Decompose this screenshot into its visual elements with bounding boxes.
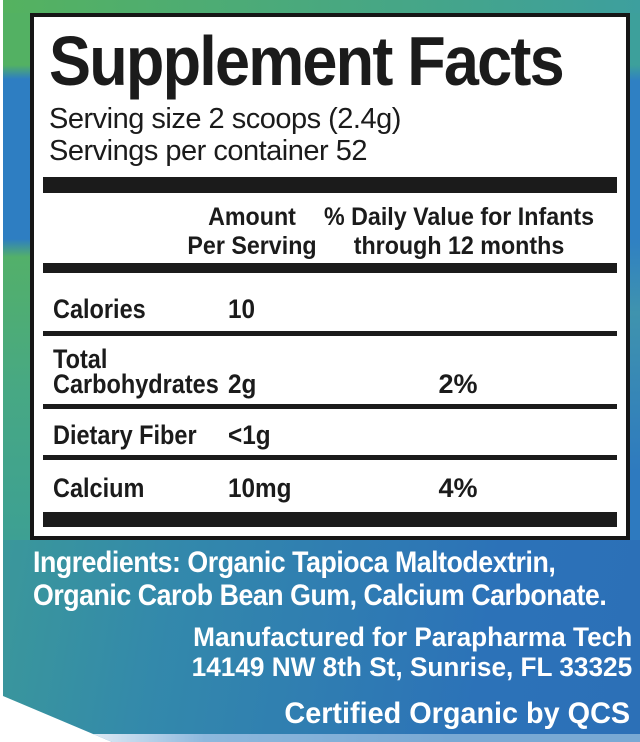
- bottom-edge-highlight: [3, 734, 640, 742]
- serving-info: Serving size 2 scoops (2.4g) Servings pe…: [49, 103, 611, 167]
- manufacturer-line2: 14149 NW 8th St, Sunrise, FL 33325: [191, 652, 632, 682]
- nutrient-label-line1: Total: [53, 344, 108, 374]
- amount-header-line1: Amount: [208, 203, 296, 231]
- nutrient-row-calories: Calories 10: [49, 273, 611, 331]
- amount-per-serving-header: Amount Per Serving: [154, 203, 349, 261]
- panel-title: Supplement Facts: [49, 22, 565, 100]
- nutrient-label-line2: Carbohydrates: [53, 369, 219, 399]
- daily-value-header-line2: through 12 months: [353, 232, 565, 260]
- daily-value-header: % Daily Value for Infants through 12 mon…: [310, 203, 608, 261]
- nutrient-label: Total Carbohydrates: [53, 344, 219, 399]
- column-headers: Amount Per Serving % Daily Value for Inf…: [49, 193, 611, 263]
- ingredients-line2: Organic Carob Bean Gum, Calcium Carbonat…: [33, 579, 607, 612]
- nutrient-amount: <1g: [228, 420, 271, 450]
- row-divider: [43, 455, 617, 460]
- divider-thick-bottom: [43, 512, 617, 527]
- right-edge-band: [628, 13, 640, 540]
- ingredients-line1: Ingredients: Organic Tapioca Maltodextri…: [33, 546, 556, 579]
- left-edge-band: [3, 13, 30, 540]
- daily-value-header-line1: % Daily Value for Infants: [323, 203, 595, 231]
- nutrient-label-line1: Calcium: [53, 473, 145, 503]
- certified-organic-text: Certified Organic by QCS: [284, 697, 630, 730]
- supplement-facts-panel: Supplement Facts Serving size 2 scoops (…: [30, 13, 630, 540]
- nutrient-label: Dietary Fiber: [53, 420, 205, 450]
- nutrient-label-line1: Dietary Fiber: [53, 420, 197, 450]
- nutrient-label: Calcium: [53, 473, 205, 503]
- nutrient-row-dietary-fiber: Dietary Fiber <1g: [49, 409, 611, 455]
- nutrient-amount: 2g: [228, 369, 257, 399]
- nutrient-row-calcium: Calcium 10mg 4%: [49, 460, 611, 512]
- row-divider: [43, 404, 617, 409]
- divider-thick-top: [43, 177, 617, 193]
- nutrient-amount: 10: [228, 294, 256, 324]
- nutrient-label: Calories: [53, 294, 205, 324]
- manufacturer-text: Manufactured for Parapharma Tech 14149 N…: [191, 622, 632, 682]
- nutrient-daily-value: 2%: [438, 369, 478, 399]
- nutrient-amount: 10mg: [228, 473, 292, 503]
- serving-size-text: Serving size 2 scoops (2.4g): [49, 103, 401, 135]
- nutrient-row-total-carbohydrates: Total Carbohydrates 2g 2%: [49, 336, 611, 404]
- row-divider: [43, 331, 617, 336]
- nutrient-label-line1: Calories: [53, 294, 146, 324]
- servings-per-container-text: Servings per container 52: [49, 135, 367, 167]
- divider-medium: [43, 263, 617, 273]
- top-edge-band: [3, 0, 640, 13]
- amount-header-line2: Per Serving: [187, 232, 317, 260]
- manufacturer-line1: Manufactured for Parapharma Tech: [192, 622, 633, 652]
- nutrient-daily-value: 4%: [438, 473, 478, 503]
- ingredients-text: Ingredients: Organic Tapioca Maltodextri…: [33, 546, 607, 612]
